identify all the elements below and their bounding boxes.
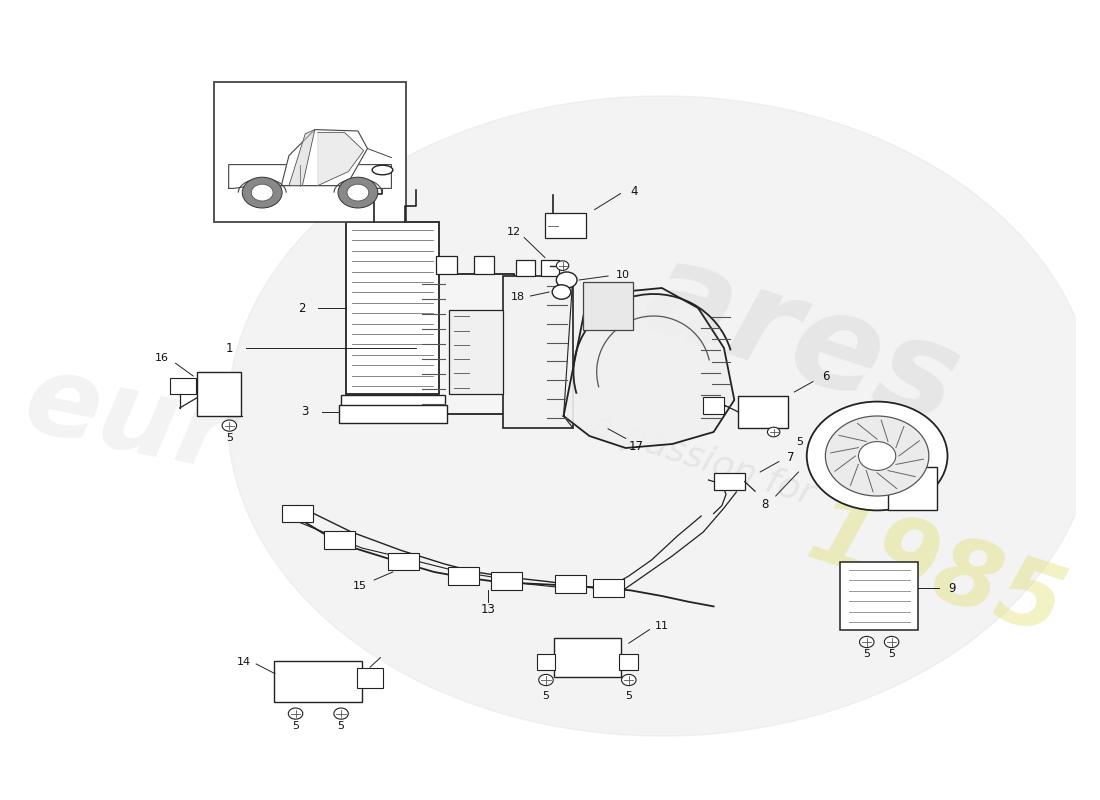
Text: 5: 5: [888, 649, 895, 659]
Circle shape: [334, 708, 349, 719]
FancyBboxPatch shape: [556, 575, 586, 593]
FancyBboxPatch shape: [541, 260, 560, 276]
Circle shape: [884, 637, 899, 648]
FancyBboxPatch shape: [169, 378, 196, 394]
Text: 5: 5: [293, 722, 299, 731]
FancyBboxPatch shape: [738, 396, 788, 428]
FancyBboxPatch shape: [888, 467, 937, 510]
FancyBboxPatch shape: [703, 397, 724, 414]
FancyBboxPatch shape: [503, 276, 573, 428]
FancyBboxPatch shape: [214, 82, 406, 222]
FancyBboxPatch shape: [197, 371, 241, 416]
FancyBboxPatch shape: [416, 274, 515, 414]
FancyBboxPatch shape: [339, 406, 448, 423]
Text: 17: 17: [628, 440, 643, 453]
Text: 5: 5: [542, 691, 550, 701]
Text: 3: 3: [301, 405, 309, 418]
Polygon shape: [228, 96, 1097, 736]
Polygon shape: [229, 165, 392, 188]
Text: 11: 11: [654, 621, 669, 630]
Text: 16: 16: [155, 353, 169, 362]
Circle shape: [859, 637, 874, 648]
Text: 6: 6: [822, 370, 829, 383]
Text: 5: 5: [796, 438, 803, 447]
Text: 2: 2: [298, 302, 306, 314]
Text: 5: 5: [226, 433, 233, 442]
Text: 5: 5: [338, 722, 344, 731]
Text: ares: ares: [629, 230, 975, 450]
Text: 9: 9: [948, 582, 956, 594]
FancyBboxPatch shape: [437, 256, 456, 274]
FancyBboxPatch shape: [840, 562, 918, 630]
Text: 13: 13: [481, 603, 495, 616]
Circle shape: [338, 177, 377, 208]
FancyBboxPatch shape: [516, 260, 535, 276]
FancyBboxPatch shape: [358, 667, 383, 688]
FancyBboxPatch shape: [491, 572, 522, 590]
Text: 1985: 1985: [796, 488, 1076, 656]
Text: 8: 8: [761, 498, 769, 510]
Text: 4: 4: [630, 185, 638, 198]
FancyBboxPatch shape: [714, 473, 745, 490]
Text: 18: 18: [512, 292, 525, 302]
FancyBboxPatch shape: [282, 505, 314, 522]
FancyBboxPatch shape: [346, 222, 439, 394]
FancyBboxPatch shape: [593, 579, 624, 597]
Text: 14: 14: [236, 657, 251, 666]
FancyBboxPatch shape: [448, 567, 478, 585]
FancyBboxPatch shape: [473, 256, 494, 274]
FancyBboxPatch shape: [449, 310, 503, 394]
FancyBboxPatch shape: [619, 654, 638, 670]
Text: 12: 12: [507, 227, 521, 237]
Text: 15: 15: [353, 581, 366, 590]
FancyBboxPatch shape: [553, 638, 621, 677]
Circle shape: [222, 420, 236, 431]
Text: a passion for: a passion for: [587, 408, 820, 512]
Circle shape: [768, 427, 780, 437]
FancyBboxPatch shape: [341, 395, 444, 410]
Circle shape: [552, 285, 571, 299]
Polygon shape: [563, 288, 735, 448]
Polygon shape: [282, 130, 367, 186]
Text: eur: eur: [15, 346, 242, 494]
Circle shape: [346, 184, 368, 201]
FancyBboxPatch shape: [274, 661, 362, 702]
Circle shape: [806, 402, 947, 510]
Polygon shape: [318, 132, 364, 186]
Polygon shape: [289, 130, 315, 186]
Circle shape: [557, 272, 578, 288]
FancyBboxPatch shape: [387, 553, 419, 570]
Ellipse shape: [372, 165, 393, 174]
Circle shape: [539, 674, 553, 686]
Circle shape: [858, 442, 895, 470]
Circle shape: [825, 416, 928, 496]
FancyBboxPatch shape: [583, 282, 632, 330]
Text: 5: 5: [625, 691, 632, 701]
Text: 7: 7: [788, 451, 795, 464]
Text: 10: 10: [616, 270, 629, 280]
FancyBboxPatch shape: [544, 213, 586, 238]
Text: 1: 1: [226, 342, 233, 354]
Text: 5: 5: [864, 649, 870, 659]
Circle shape: [621, 674, 636, 686]
Circle shape: [251, 184, 273, 201]
Circle shape: [288, 708, 302, 719]
FancyBboxPatch shape: [537, 654, 556, 670]
FancyBboxPatch shape: [323, 531, 354, 549]
Circle shape: [557, 261, 569, 270]
Circle shape: [242, 177, 282, 208]
